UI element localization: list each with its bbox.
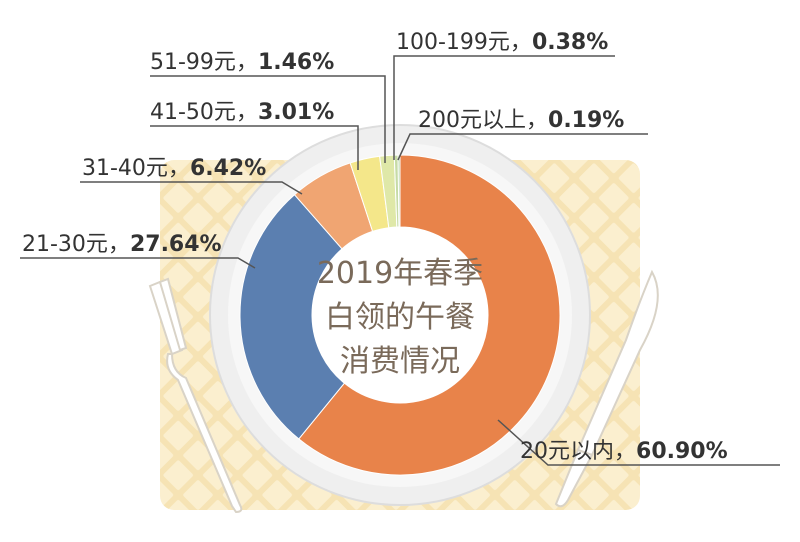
leader-line-21-30 — [20, 257, 256, 269]
callout-label-21-30: 21-30元，27.64% — [22, 232, 222, 257]
center-title-line-3: 消费情况 — [340, 344, 460, 379]
leader-lines — [20, 55, 780, 466]
callout-label-100-199: 100-199元，0.38% — [396, 30, 608, 55]
callout-label-200: 200元以上，0.19% — [418, 108, 624, 133]
knife-icon — [554, 269, 659, 508]
donut-slice-6 — [397, 154, 401, 228]
leader-line-200 — [397, 133, 648, 161]
callout-label-51-99: 51-99元，1.46% — [150, 50, 334, 75]
leader-line-31-40 — [80, 181, 303, 195]
callout-label-31-40: 31-40元，6.42% — [82, 156, 266, 181]
center-title-line-2: 白领的午餐 — [325, 300, 475, 335]
leader-line-41-50 — [150, 125, 359, 170]
leader-line-100-199 — [393, 55, 615, 160]
donut-center — [312, 227, 488, 403]
center-title-line-1: 2019年春季 — [317, 256, 483, 291]
leader-line-20 — [497, 419, 780, 466]
callout-label-20: 20元以内，60.90% — [520, 439, 728, 464]
callout-label-41-50: 41-50元，3.01% — [150, 100, 334, 125]
leader-line-51-99 — [150, 75, 386, 163]
fork-icon — [148, 277, 243, 514]
